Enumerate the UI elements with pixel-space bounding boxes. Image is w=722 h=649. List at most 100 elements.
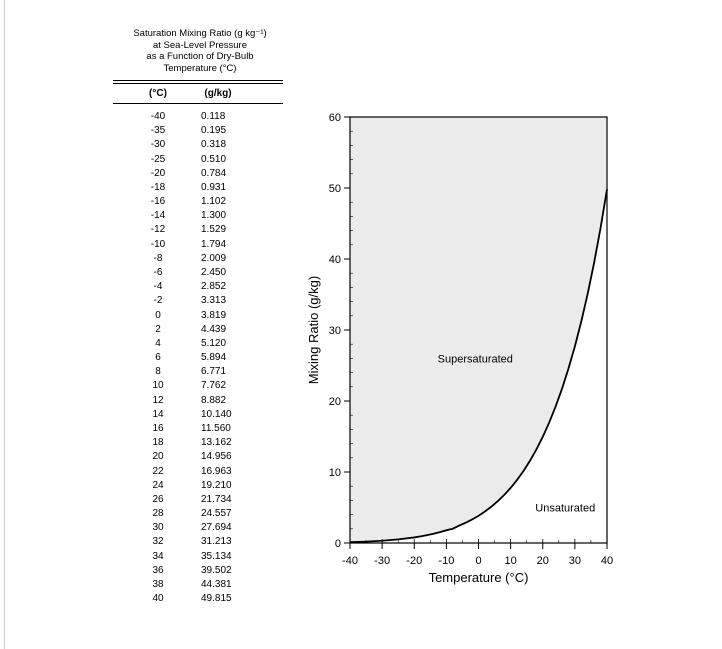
table-cell-mixing-ratio: 10.140 <box>201 408 232 420</box>
table-cell-mixing-ratio: 19.210 <box>201 479 232 491</box>
table-cell-temperature: 34 <box>152 550 164 562</box>
table-cell-temperature: 38 <box>152 578 164 590</box>
table-cell-mixing-ratio: 5.894 <box>201 352 227 364</box>
table-cell-mixing-ratio: 27.694 <box>201 522 232 534</box>
table-cell-temperature: 0 <box>155 309 161 321</box>
x-tick-label: -10 <box>438 555 454 567</box>
table-cell-mixing-ratio: 8.882 <box>201 394 227 406</box>
table-cell-temperature: -16 <box>150 196 166 208</box>
column-header-mixing-ratio: (g/kg) <box>204 88 232 99</box>
table-cell-mixing-ratio: 4.439 <box>201 323 227 335</box>
table-cell-mixing-ratio: 0.318 <box>201 139 227 151</box>
table-cell-temperature: 8 <box>155 366 161 378</box>
x-axis-label: Temperature (°C) <box>429 570 529 585</box>
y-tick-label: 30 <box>329 325 341 337</box>
x-tick-label: 40 <box>601 555 613 567</box>
table-cell-mixing-ratio: 1.300 <box>201 210 227 222</box>
table-cell-temperature: 12 <box>152 394 164 406</box>
table-cell-temperature: 28 <box>152 508 164 520</box>
table-title-line-3: as a Function of Dry-Bulb <box>146 51 254 62</box>
x-tick-label: 20 <box>537 555 549 567</box>
table-cell-temperature: -12 <box>150 224 166 236</box>
table-cell-temperature: -40 <box>150 111 166 122</box>
table-cell-temperature: 22 <box>152 465 164 477</box>
table-cell-temperature: 16 <box>152 422 164 434</box>
table-cell-mixing-ratio: 21.734 <box>201 493 232 505</box>
region-label-unsaturated: Unsaturated <box>535 503 595 515</box>
table-cell-temperature: -14 <box>150 210 166 222</box>
plot-area: -40 -30 -20 -10 0 10 20 30 40 0 10 20 30 40 50 60 <box>329 112 613 567</box>
y-tick-label: 40 <box>329 254 341 266</box>
table-cell-mixing-ratio: 0.931 <box>201 181 227 193</box>
table-cell-temperature: 20 <box>152 451 164 463</box>
table-cell-mixing-ratio: 14.956 <box>201 451 232 463</box>
table-cell-temperature: -6 <box>153 266 163 278</box>
table-cell-mixing-ratio: 3.313 <box>201 295 227 307</box>
column-header-temperature: (°C) <box>149 88 167 99</box>
table-cell-mixing-ratio: 35.134 <box>201 550 232 562</box>
table-cell-mixing-ratio: 7.762 <box>201 380 227 392</box>
y-tick-label: 20 <box>329 396 341 408</box>
table-cell-temperature: 10 <box>152 380 164 392</box>
y-tick-label: 60 <box>329 112 341 124</box>
region-label-supersaturated: Supersaturated <box>438 353 513 365</box>
table-title: Saturation Mixing Ratio (g kg⁻¹) at Sea-… <box>110 28 290 74</box>
table-cell-mixing-ratio: 5.120 <box>201 337 227 349</box>
table-cell-temperature: -25 <box>150 153 166 165</box>
table-cell-temperature: -8 <box>153 252 163 264</box>
saturation-curve <box>349 189 608 544</box>
table-cell-temperature: -30 <box>150 139 166 151</box>
y-axis-label: Mixing Ratio (g/kg) <box>306 276 321 384</box>
table-cell-mixing-ratio: 49.815 <box>201 593 232 605</box>
table-cell-temperature: -10 <box>150 238 166 250</box>
table-cell-temperature: 26 <box>152 493 164 505</box>
x-tick-label: 30 <box>569 555 581 567</box>
table-cell-temperature: 6 <box>155 352 161 364</box>
table-top-rule <box>113 80 283 81</box>
x-tick-label: 10 <box>505 555 517 567</box>
table-cell-mixing-ratio: 0.510 <box>201 153 227 165</box>
table-cell-mixing-ratio: 39.502 <box>201 564 232 576</box>
x-tick-label: -40 <box>342 555 358 567</box>
table-cell-temperature: 30 <box>152 522 164 534</box>
table-cell-mixing-ratio: 1.794 <box>201 238 227 250</box>
table-cell-temperature: 18 <box>152 437 164 449</box>
supersaturated-region-shade <box>350 117 607 543</box>
x-tick-label: -20 <box>406 555 422 567</box>
table-cell-mixing-ratio: 1.102 <box>201 196 227 208</box>
table-cell-temperature: -2 <box>153 295 163 307</box>
table-title-line-1: Saturation Mixing Ratio (g kg⁻¹) <box>133 28 267 39</box>
table-cell-mixing-ratio: 13.162 <box>201 437 232 449</box>
table-title-line-4: Temperature (°C) <box>163 62 237 74</box>
table-cell-temperature: 24 <box>152 479 164 491</box>
table-cell-mixing-ratio: 2.009 <box>201 252 227 264</box>
table-cell-temperature: -4 <box>153 281 163 293</box>
table-cell-mixing-ratio: 0.118 <box>201 111 226 122</box>
table-cell-temperature: 14 <box>152 408 164 420</box>
x-tick-label: 0 <box>475 555 481 567</box>
table-cell-mixing-ratio: 16.963 <box>201 465 232 477</box>
table-cell-mixing-ratio: 2.450 <box>201 266 227 278</box>
table-top-rule-double <box>113 83 283 84</box>
table-cell-mixing-ratio: 2.852 <box>201 281 227 293</box>
page-frame-edge <box>0 0 5 649</box>
y-tick-label: 10 <box>329 467 341 479</box>
table-cell-temperature: 32 <box>152 536 164 548</box>
table-cell-mixing-ratio: 24.557 <box>201 508 232 520</box>
table-cell-temperature: -20 <box>150 167 166 179</box>
x-tick-label: -30 <box>374 555 390 567</box>
table-cell-temperature: 2 <box>155 323 161 335</box>
table-cell-mixing-ratio: 3.819 <box>201 309 227 321</box>
table-cell-mixing-ratio: 1.529 <box>201 224 227 236</box>
table-cell-temperature: 4 <box>155 337 161 349</box>
table-cell-mixing-ratio: 0.195 <box>201 125 227 137</box>
table-cell-mixing-ratio: 6.771 <box>201 366 227 378</box>
table-cell-mixing-ratio: 11.560 <box>201 422 231 434</box>
table-cell-temperature: -18 <box>150 181 166 193</box>
y-tick-label: 50 <box>329 183 341 195</box>
y-tick-label: 0 <box>335 538 341 550</box>
table-cell-mixing-ratio: 31.213 <box>201 536 232 548</box>
table-title-line-2: at Sea-Level Pressure <box>153 39 247 51</box>
table-cell-mixing-ratio: 44.381 <box>201 578 232 590</box>
